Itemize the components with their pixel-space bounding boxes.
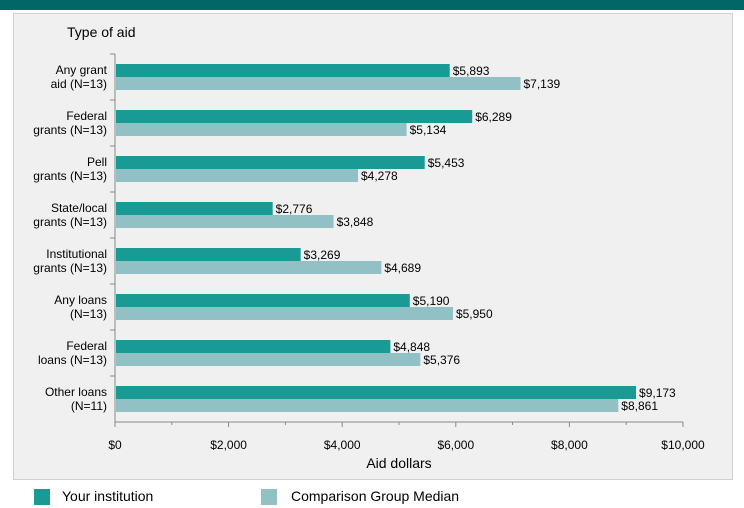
data-label-your-institution: $6,289 [475,110,512,124]
data-label-comparison: $5,134 [410,123,447,137]
bar-chart: Type of aid $0 $2,000 $4,000 $6,000 $8,000 $10… [33,24,705,471]
chart-panel: Type of aid $0 $2,000 $4,000 $6,000 $8,000 $10… [13,13,733,480]
x-tick-label: $6,000 [437,438,474,452]
data-label-comparison: $4,278 [361,169,398,183]
bar-your-institution [116,110,473,123]
bar-comparison [116,215,334,228]
category-label-line1: State/local [51,201,107,215]
data-label-your-institution: $3,269 [304,248,341,262]
bar-comparison [116,77,521,90]
data-label-comparison: $5,376 [423,353,460,367]
data-label-your-institution: $4,848 [393,340,430,354]
category-label-line2: grants (N=13) [33,215,107,229]
legend-swatch-comparison [261,489,277,505]
data-label-your-institution: $5,190 [413,294,450,308]
category-label-line1: Institutional [46,247,107,261]
bar-comparison [116,169,358,182]
data-label-comparison: $5,950 [456,307,493,321]
data-label-comparison: $8,861 [621,399,658,413]
y-axis-title: Type of aid [67,24,136,40]
data-label-your-institution: $2,776 [276,202,313,216]
bar-comparison [116,399,619,412]
x-tick-label: $4,000 [324,438,361,452]
category-label-line2: aid (N=13) [51,77,107,91]
data-label-your-institution: $5,453 [428,156,465,170]
bar-comparison [116,353,421,366]
header-bar [0,0,744,10]
x-tick-label: $0 [108,438,122,452]
category-label-line2: grants (N=13) [33,261,107,275]
legend-label-your-institution: Your institution [62,488,154,504]
category-label-line1: Any grant [56,63,108,77]
x-tick-label: $2,000 [210,438,247,452]
bar-your-institution [116,294,410,307]
category-label-line1: Federal [66,339,107,353]
legend: Your institution Comparison Group Median [13,480,733,508]
bar-your-institution [116,156,425,169]
category-label-line1: Pell [87,155,107,169]
bar-comparison [116,123,407,136]
bar-your-institution [116,248,301,261]
data-label-comparison: $4,689 [384,261,421,275]
bar-your-institution [116,202,273,215]
x-tick-label: $8,000 [551,438,588,452]
bar-your-institution [116,340,391,353]
bar-your-institution [116,64,450,77]
data-label-comparison: $3,848 [337,215,374,229]
category-label-line2: grants (N=13) [33,123,107,137]
category-label-line1: Other loans [45,385,107,399]
data-label-your-institution: $5,893 [453,64,490,78]
bar-comparison [116,307,453,320]
category-label-line1: Any loans [54,293,107,307]
bar-your-institution [116,386,637,399]
category-label-line2: loans (N=13) [38,353,107,367]
legend-swatch-your-institution [34,489,50,505]
legend-label-comparison: Comparison Group Median [291,488,460,504]
category-label-line2: (N=11) [71,399,107,413]
x-axis-title: Aid dollars [366,455,431,471]
category-label-line2: grants (N=13) [33,169,107,183]
data-label-comparison: $7,139 [523,77,560,91]
category-label-line1: Federal [66,109,107,123]
category-label-line2: (N=13) [70,307,107,321]
data-label-your-institution: $9,173 [639,386,676,400]
bar-comparison [116,261,382,274]
x-tick-label: $10,000 [661,438,705,452]
